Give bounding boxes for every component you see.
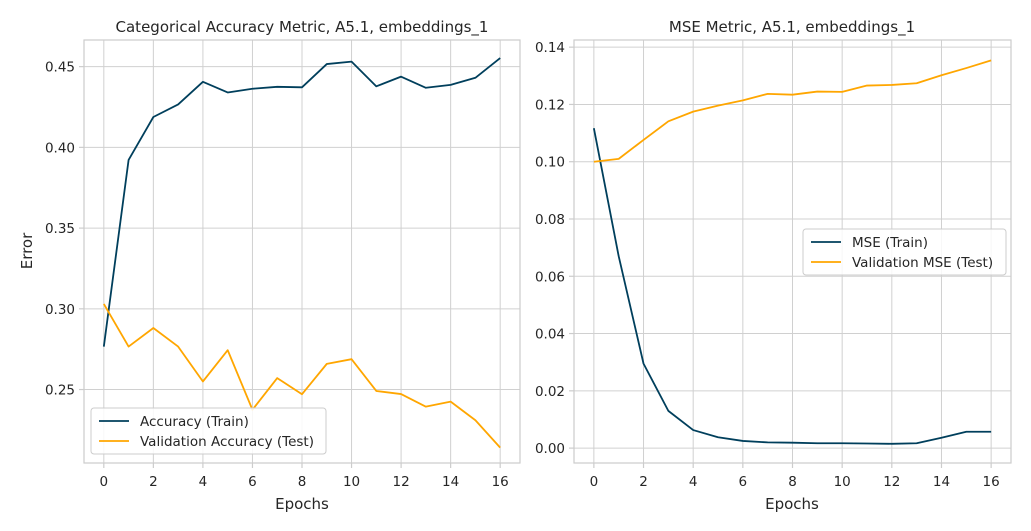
x-tick-label: 6: [248, 474, 257, 490]
x-axis-label: Epochs: [275, 495, 329, 513]
y-tick-label: 0.10: [535, 155, 565, 171]
x-tick-label: 0: [100, 474, 109, 490]
legend-label: Accuracy (Train): [140, 414, 249, 430]
x-tick-label: 0: [590, 474, 599, 490]
legend-label: Validation Accuracy (Test): [140, 434, 314, 450]
legend-box: [802, 228, 1007, 276]
x-tick-label: 16: [492, 474, 509, 490]
mse-chart: MSE Metric, A5.1, embeddings_1 Epochs 0 2…: [535, 18, 1012, 513]
x-tick-label: 4: [199, 474, 208, 490]
x-axis-label: Epochs: [765, 495, 819, 513]
y-tick-label: 0.25: [45, 383, 75, 399]
y-tick-label: 0.08: [535, 212, 565, 228]
series-line-1: [593, 59, 992, 163]
x-tick-label: 16: [983, 474, 1000, 490]
accuracy-chart: Categorical Accuracy Metric, A5.1, embed…: [18, 18, 521, 513]
legend-label: MSE (Train): [852, 235, 928, 251]
x-tick-label: 10: [834, 474, 851, 490]
x-tick-label: 2: [639, 474, 648, 490]
y-tick-label: 0.12: [535, 97, 565, 113]
legend-box: [90, 407, 327, 455]
x-tick-label: 2: [149, 474, 158, 490]
x-tick-label: 14: [442, 474, 459, 490]
series-line-0: [102, 57, 501, 347]
y-tick-label: 0.00: [535, 441, 565, 457]
x-tick-label: 6: [739, 474, 748, 490]
x-tick-label: 14: [933, 474, 950, 490]
y-tick-label: 0.04: [535, 327, 565, 343]
plot-frame: [83, 39, 521, 464]
y-tick-label: 0.45: [45, 60, 75, 76]
x-tick-label: 12: [392, 474, 409, 490]
x-tick-label: 4: [689, 474, 698, 490]
y-axis-label: Error: [18, 232, 36, 269]
y-tick-label: 0.35: [45, 221, 75, 237]
chart-title: Categorical Accuracy Metric, A5.1, embed…: [116, 18, 489, 37]
x-tick-label: 10: [343, 474, 360, 490]
y-tick-label: 0.02: [535, 384, 565, 400]
y-tick-label: 0.30: [45, 302, 75, 318]
x-tick-label: 8: [298, 474, 307, 490]
y-tick-label: 0.40: [45, 140, 75, 156]
plot-frame: [573, 39, 1012, 464]
y-tick-label: 0.14: [535, 40, 565, 56]
x-tick-label: 12: [883, 474, 900, 490]
y-tick-label: 0.06: [535, 269, 565, 285]
chart-title: MSE Metric, A5.1, embeddings_1: [669, 18, 915, 37]
series-line-0: [592, 128, 992, 445]
series-line-1: [103, 303, 501, 449]
x-tick-label: 8: [788, 474, 797, 490]
legend-label: Validation MSE (Test): [852, 255, 993, 271]
